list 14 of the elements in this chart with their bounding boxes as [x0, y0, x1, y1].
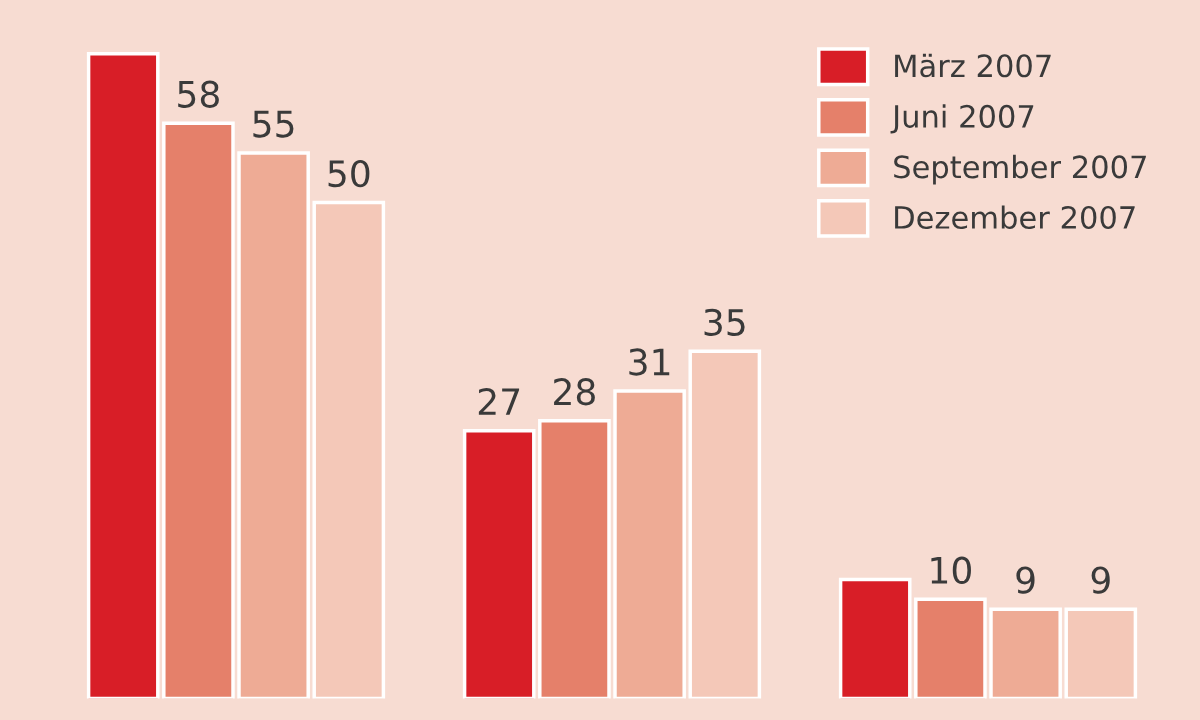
- data-label: 10: [931, 556, 971, 584]
- data-label: 9: [1016, 566, 1035, 594]
- data-label: 58: [178, 80, 219, 108]
- legend-label: März 2007: [895, 53, 1051, 78]
- data-label: 35: [704, 308, 745, 336]
- legend-label: Dezember 2007: [895, 205, 1135, 230]
- data-label: 27: [478, 388, 520, 415]
- legend-label: September 2007: [894, 154, 1146, 185]
- legend-label: Juni 2007: [890, 104, 1034, 134]
- data-label: 55: [253, 110, 294, 138]
- data-label: 50: [328, 159, 370, 188]
- data-label: 9: [1091, 566, 1110, 594]
- data-label: 31: [629, 348, 670, 376]
- data-label: 28: [554, 378, 595, 406]
